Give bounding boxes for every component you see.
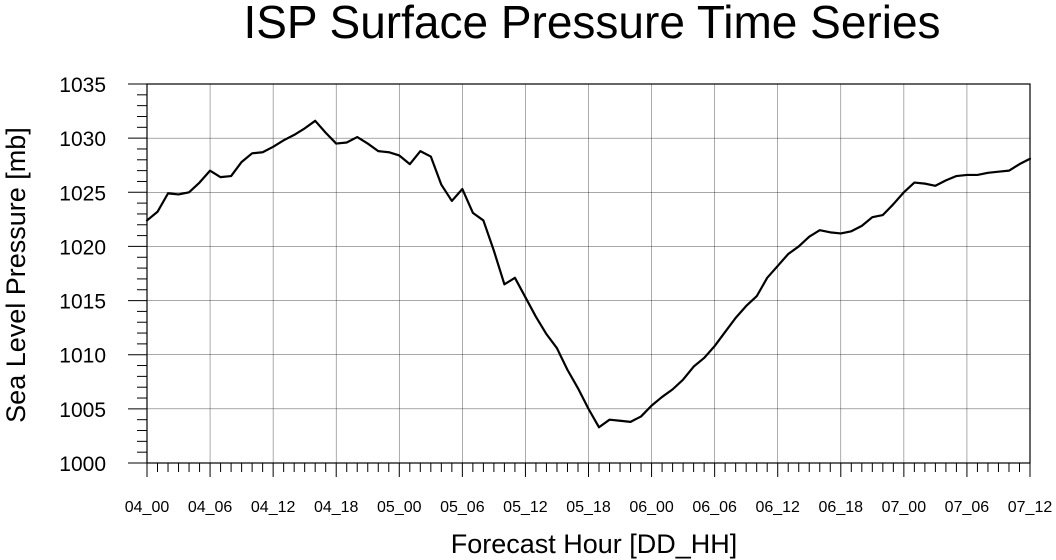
x-tick-label: 07_12: [1008, 499, 1053, 516]
x-axis-label: Forecast Hour [DD_HH]: [451, 529, 738, 559]
x-tick-label: 04_06: [188, 499, 233, 516]
y-tick-label: 1005: [59, 399, 106, 422]
x-tick-label: 07_06: [945, 499, 990, 516]
x-tick-labels: 04_00 04_06 04_12 04_18 05_00 05_06 05_12 05_18…: [125, 499, 1053, 516]
series-layer: [145, 119, 1032, 429]
y-tick-label: 1035: [59, 74, 106, 97]
y-tick-labels: 1000 1005 1010 1015 1020 1025 1030 1035: [59, 74, 106, 476]
y-tick-label: 1025: [59, 182, 106, 205]
x-tick-label: 05_06: [440, 499, 485, 516]
x-tick-label: 05_00: [377, 499, 422, 516]
y-tick-label: 1030: [59, 128, 106, 151]
x-tick-label: 04_00: [125, 499, 170, 516]
y-tick-label: 1015: [59, 291, 106, 314]
x-tick-label: 06_12: [755, 499, 800, 516]
pressure-series-line: [145, 119, 1032, 429]
chart-title: ISP Surface Pressure Time Series: [243, 0, 940, 48]
x-tick-label: 05_18: [566, 499, 611, 516]
y-tick-label: 1000: [59, 453, 106, 476]
x-tick-label: 04_12: [251, 499, 296, 516]
tick-layer: [128, 83, 1031, 477]
x-tick-label: 06_00: [629, 499, 674, 516]
y-axis-label: Sea Level Pressure [mb]: [1, 127, 31, 423]
x-tick-label: 07_00: [882, 499, 927, 516]
x-tick-label: 06_18: [819, 499, 864, 516]
plot-frame: [146, 83, 1031, 464]
x-tick-label: 05_12: [503, 499, 548, 516]
y-tick-label: 1020: [59, 236, 106, 259]
y-tick-label: 1010: [59, 345, 106, 368]
grid-layer: [147, 84, 1030, 463]
x-tick-label: 06_06: [692, 499, 737, 516]
x-tick-label: 04_18: [314, 499, 359, 516]
